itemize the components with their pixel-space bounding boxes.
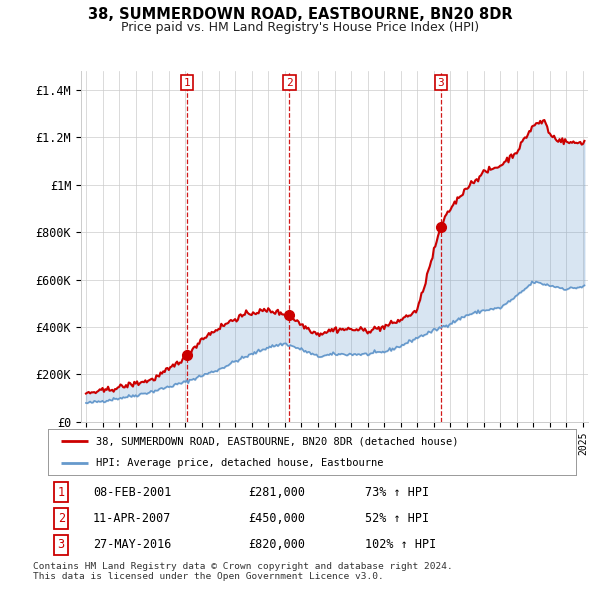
Text: 27-MAY-2016: 27-MAY-2016 (93, 538, 171, 551)
Text: £281,000: £281,000 (248, 486, 305, 499)
Text: 38, SUMMERDOWN ROAD, EASTBOURNE, BN20 8DR: 38, SUMMERDOWN ROAD, EASTBOURNE, BN20 8D… (88, 7, 512, 22)
Text: 11-APR-2007: 11-APR-2007 (93, 512, 171, 525)
Text: 102% ↑ HPI: 102% ↑ HPI (365, 538, 436, 551)
Text: HPI: Average price, detached house, Eastbourne: HPI: Average price, detached house, East… (95, 457, 383, 467)
Text: 38, SUMMERDOWN ROAD, EASTBOURNE, BN20 8DR (detached house): 38, SUMMERDOWN ROAD, EASTBOURNE, BN20 8D… (95, 437, 458, 447)
Text: 3: 3 (58, 538, 65, 551)
Text: 3: 3 (437, 78, 444, 88)
Text: £450,000: £450,000 (248, 512, 305, 525)
Text: 1: 1 (184, 78, 190, 88)
Text: 73% ↑ HPI: 73% ↑ HPI (365, 486, 429, 499)
Text: £820,000: £820,000 (248, 538, 305, 551)
Text: 2: 2 (286, 78, 293, 88)
Text: 2: 2 (58, 512, 65, 525)
Text: Price paid vs. HM Land Registry's House Price Index (HPI): Price paid vs. HM Land Registry's House … (121, 21, 479, 34)
Text: 08-FEB-2001: 08-FEB-2001 (93, 486, 171, 499)
Text: 52% ↑ HPI: 52% ↑ HPI (365, 512, 429, 525)
Text: 1: 1 (58, 486, 65, 499)
Text: Contains HM Land Registry data © Crown copyright and database right 2024.
This d: Contains HM Land Registry data © Crown c… (33, 562, 453, 581)
